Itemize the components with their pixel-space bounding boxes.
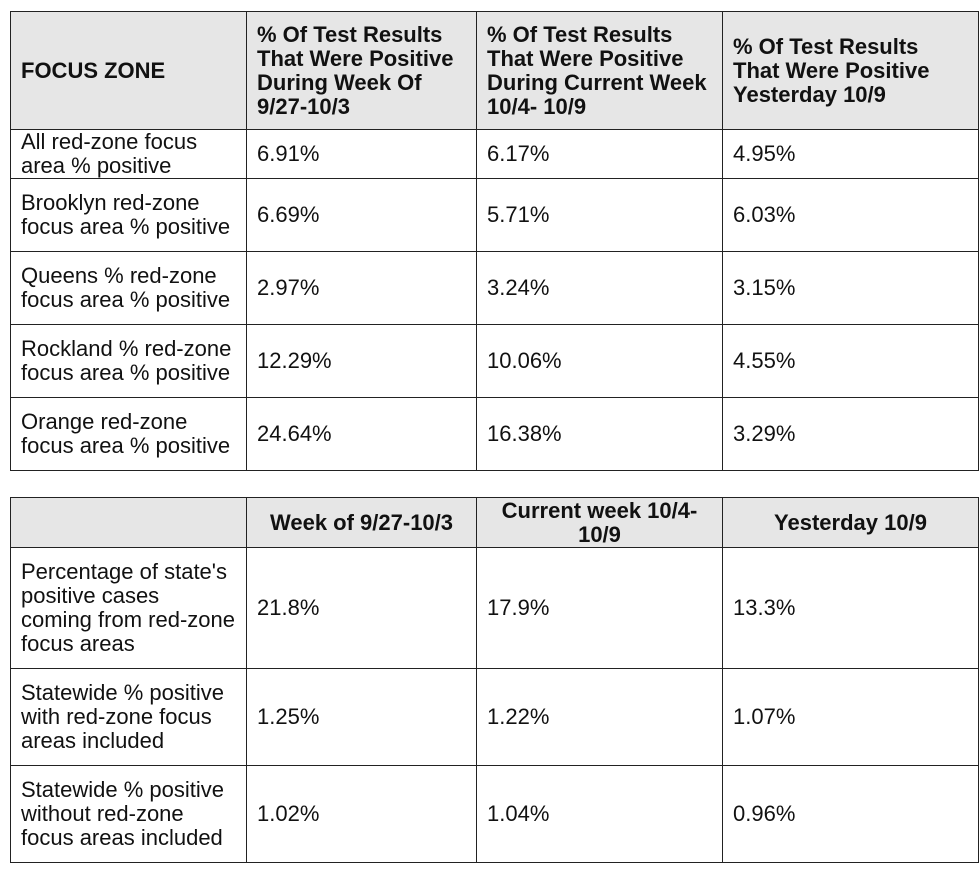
table-row: Queens % red-zone focus area % positive …: [10, 251, 979, 325]
column-header: FOCUS ZONE: [10, 11, 247, 130]
table-cell: 17.9%: [476, 547, 723, 669]
state-positivity-table: Week of 9/27-10/3 Current week 10/4- 10/…: [10, 497, 979, 863]
table-cell: 24.64%: [246, 397, 477, 471]
table-cell: 13.3%: [722, 547, 979, 669]
column-header: [10, 497, 247, 548]
table-cell: 1.02%: [246, 765, 477, 863]
table-cell: 6.91%: [246, 129, 477, 179]
header-row: Week of 9/27-10/3 Current week 10/4- 10/…: [10, 497, 979, 548]
table-cell: 16.38%: [476, 397, 723, 471]
table-row: All red-zone focus area % positive 6.91%…: [10, 129, 979, 179]
table-cell: 5.71%: [476, 178, 723, 252]
column-header: % Of Test Results That Were Positive Dur…: [246, 11, 477, 130]
table-row: Rockland % red-zone focus area % positiv…: [10, 324, 979, 398]
table-row: Statewide % positive without red-zone fo…: [10, 765, 979, 863]
table-cell: 0.96%: [722, 765, 979, 863]
row-label: All red-zone focus area % positive: [10, 129, 247, 179]
table-cell: 3.29%: [722, 397, 979, 471]
table-row: Orange red-zone focus area % positive 24…: [10, 397, 979, 471]
table-cell: 3.24%: [476, 251, 723, 325]
table-cell: 6.17%: [476, 129, 723, 179]
column-header: Current week 10/4- 10/9: [476, 497, 723, 548]
row-label: Rockland % red-zone focus area % positiv…: [10, 324, 247, 398]
column-header: Week of 9/27-10/3: [246, 497, 477, 548]
row-label: Queens % red-zone focus area % positive: [10, 251, 247, 325]
table-row: Percentage of state's positive cases com…: [10, 547, 979, 669]
header-row: FOCUS ZONE % Of Test Results That Were P…: [10, 11, 979, 130]
table-cell: 12.29%: [246, 324, 477, 398]
table-cell: 1.07%: [722, 668, 979, 766]
table-cell: 1.04%: [476, 765, 723, 863]
row-label: Statewide % positive with red-zone focus…: [10, 668, 247, 766]
row-label: Percentage of state's positive cases com…: [10, 547, 247, 669]
focus-zone-positivity-table: FOCUS ZONE % Of Test Results That Were P…: [10, 11, 979, 471]
table-row: Statewide % positive with red-zone focus…: [10, 668, 979, 766]
table-cell: 4.55%: [722, 324, 979, 398]
column-header: Yesterday 10/9: [722, 497, 979, 548]
table-row: Brooklyn red-zone focus area % positive …: [10, 178, 979, 252]
table-cell: 21.8%: [246, 547, 477, 669]
column-header: % Of Test Results That Were Positive Dur…: [476, 11, 723, 130]
table-cell: 1.25%: [246, 668, 477, 766]
table-cell: 10.06%: [476, 324, 723, 398]
table-cell: 6.69%: [246, 178, 477, 252]
table-cell: 4.95%: [722, 129, 979, 179]
row-label: Orange red-zone focus area % positive: [10, 397, 247, 471]
table-cell: 1.22%: [476, 668, 723, 766]
column-header: % Of Test Results That Were Positive Yes…: [722, 11, 979, 130]
row-label: Statewide % positive without red-zone fo…: [10, 765, 247, 863]
row-label: Brooklyn red-zone focus area % positive: [10, 178, 247, 252]
table-cell: 2.97%: [246, 251, 477, 325]
table-cell: 6.03%: [722, 178, 979, 252]
table-cell: 3.15%: [722, 251, 979, 325]
